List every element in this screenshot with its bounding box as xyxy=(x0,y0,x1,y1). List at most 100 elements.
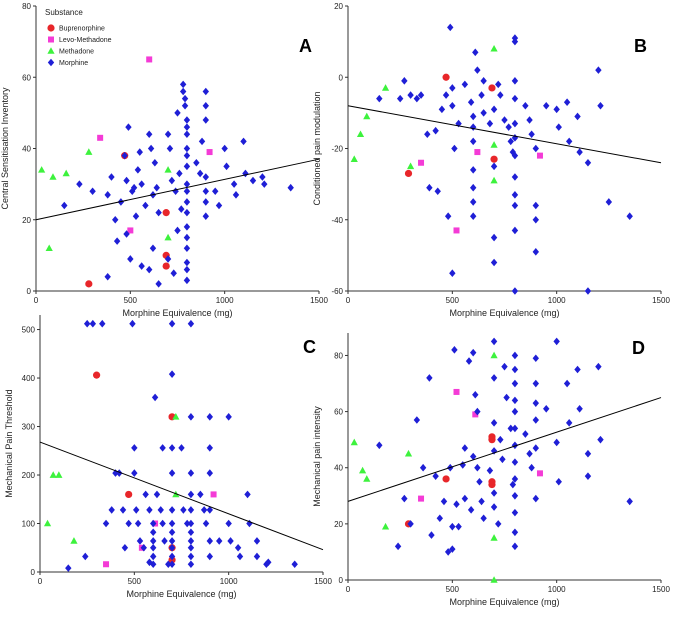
data-point xyxy=(134,166,142,174)
data-point xyxy=(532,379,539,388)
y-tick-label: -20 xyxy=(331,145,343,154)
x-tick-label: 500 xyxy=(446,296,460,305)
data-point xyxy=(426,183,433,192)
data-point xyxy=(187,469,195,477)
data-point xyxy=(436,514,444,523)
data-point xyxy=(453,500,460,509)
data-point xyxy=(490,155,498,163)
data-point xyxy=(55,471,63,478)
data-point xyxy=(103,561,110,568)
data-point xyxy=(511,441,519,450)
data-point xyxy=(497,91,504,99)
legend-item: Methadone xyxy=(47,47,94,56)
y-tick-label: 60 xyxy=(22,73,31,82)
y-tick-label: 40 xyxy=(334,464,343,473)
data-point xyxy=(418,495,425,502)
data-point xyxy=(149,244,157,253)
y-tick-label: 400 xyxy=(22,374,36,383)
data-point xyxy=(291,560,298,569)
data-point xyxy=(503,393,510,402)
data-point xyxy=(261,180,268,188)
data-point xyxy=(183,244,191,253)
diamond-icon xyxy=(47,58,55,67)
data-point xyxy=(465,357,473,365)
data-point xyxy=(178,205,185,213)
data-point xyxy=(121,151,128,160)
data-point xyxy=(404,169,413,178)
regression-line xyxy=(35,158,320,221)
data-point xyxy=(200,506,208,514)
data-point xyxy=(187,506,195,514)
data-point xyxy=(444,212,452,220)
data-point xyxy=(230,180,238,188)
data-point xyxy=(511,407,519,416)
data-point xyxy=(490,105,498,114)
legend-label: Buprenorphine xyxy=(59,26,105,33)
data-point xyxy=(129,187,136,196)
data-point xyxy=(584,287,592,295)
data-point xyxy=(187,560,195,569)
data-point xyxy=(488,480,496,489)
x-tick-label: 1500 xyxy=(314,577,332,586)
data-point xyxy=(490,534,498,541)
data-point xyxy=(511,424,519,433)
data-point xyxy=(164,166,172,173)
data-point xyxy=(626,212,633,220)
data-point xyxy=(461,80,469,89)
data-point xyxy=(394,542,402,551)
data-point xyxy=(150,543,157,552)
y-tick-label: -60 xyxy=(331,287,343,296)
data-point xyxy=(563,98,571,106)
data-point xyxy=(166,144,174,153)
data-point xyxy=(162,262,170,270)
data-point xyxy=(168,552,176,561)
x-tick-label: 0 xyxy=(38,577,43,586)
y-axis-title: Mechanical Pain Threshold xyxy=(4,389,14,497)
data-point xyxy=(434,187,441,196)
data-point xyxy=(511,287,519,295)
panel-label: B xyxy=(634,36,647,56)
data-point xyxy=(147,144,155,153)
data-point xyxy=(97,134,104,141)
data-point xyxy=(511,77,519,85)
y-tick-label: 0 xyxy=(339,576,344,585)
series-levo-methadone xyxy=(97,56,213,234)
data-point xyxy=(164,255,172,263)
data-point xyxy=(168,469,176,477)
data-point xyxy=(168,319,176,328)
data-point xyxy=(125,519,132,528)
data-point xyxy=(183,130,191,139)
data-point xyxy=(511,379,519,388)
panel-c: 0 100 200 300 400 500 0 500 1000 1500 Morphine Equ… xyxy=(4,315,332,599)
data-point xyxy=(449,269,456,277)
data-point xyxy=(543,404,550,413)
data-point xyxy=(178,444,185,452)
series-methadone xyxy=(43,413,180,544)
data-point xyxy=(497,435,504,444)
data-point xyxy=(363,112,371,120)
data-point xyxy=(161,537,168,545)
data-point xyxy=(350,155,358,162)
x-tick-label: 1000 xyxy=(548,296,566,305)
data-point xyxy=(453,388,460,395)
data-point xyxy=(112,469,119,477)
data-point xyxy=(474,463,481,472)
data-point xyxy=(522,101,529,110)
data-point xyxy=(116,469,123,477)
series-methadone xyxy=(350,351,498,583)
data-point xyxy=(179,80,187,89)
data-point xyxy=(102,519,110,528)
data-point xyxy=(150,528,157,537)
data-point xyxy=(85,148,93,155)
data-point xyxy=(150,519,157,528)
data-point xyxy=(490,44,498,52)
data-point xyxy=(146,558,153,567)
data-point xyxy=(486,119,494,128)
data-point xyxy=(142,201,149,210)
data-point xyxy=(555,123,562,131)
data-point xyxy=(125,490,133,499)
data-point xyxy=(225,413,232,421)
data-point xyxy=(45,244,53,252)
data-point xyxy=(501,362,508,371)
y-axis-title: Central Sensitisation Inventory xyxy=(0,87,10,210)
